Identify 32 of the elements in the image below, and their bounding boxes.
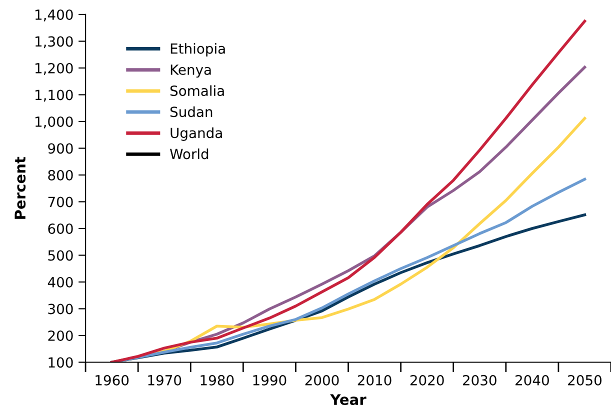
- y-tick-label: 500: [48, 250, 73, 261]
- y-tick-label: 400: [48, 276, 73, 288]
- x-tick-label: 1990: [253, 374, 286, 386]
- x-tick-label: 2050: [568, 374, 602, 386]
- y-axis-title: Percent: [14, 156, 26, 219]
- x-axis-title: Year: [330, 394, 366, 406]
- x-tick-label: 1980: [200, 374, 234, 386]
- y-tick-label: 100: [48, 357, 73, 368]
- y-tick-label: 200: [48, 330, 73, 341]
- x-tick-label: 1970: [148, 374, 182, 386]
- legend-label: Uganda: [170, 127, 222, 141]
- y-tick-label: 800: [48, 170, 73, 180]
- legend-label: Ethiopia: [170, 43, 225, 57]
- legend-label: Somalia: [170, 85, 224, 96]
- y-tick-label: 1,200: [36, 62, 73, 75]
- legend-label: World: [170, 148, 208, 160]
- x-tick-label: 1960: [96, 374, 129, 386]
- y-tick-label: 1,100: [36, 90, 73, 102]
- y-tick-label: 900: [48, 143, 73, 154]
- y-tick-label: 300: [48, 304, 73, 314]
- legend-label: Kenya: [170, 64, 211, 78]
- legend-label: Sudan: [170, 106, 212, 118]
- y-tick-label: 1,000: [36, 116, 73, 128]
- y-tick-label: 1,400: [36, 9, 73, 22]
- y-tick-label: 1,300: [36, 36, 73, 48]
- x-tick-label: 2040: [516, 374, 549, 386]
- y-tick-label: 600: [48, 223, 73, 234]
- x-tick-label: 2030: [462, 374, 496, 386]
- y-tick-label: 700: [48, 196, 73, 208]
- x-tick-label: 2010: [358, 374, 392, 386]
- x-tick-label: 2020: [410, 374, 444, 386]
- x-tick-label: 2000: [305, 374, 339, 386]
